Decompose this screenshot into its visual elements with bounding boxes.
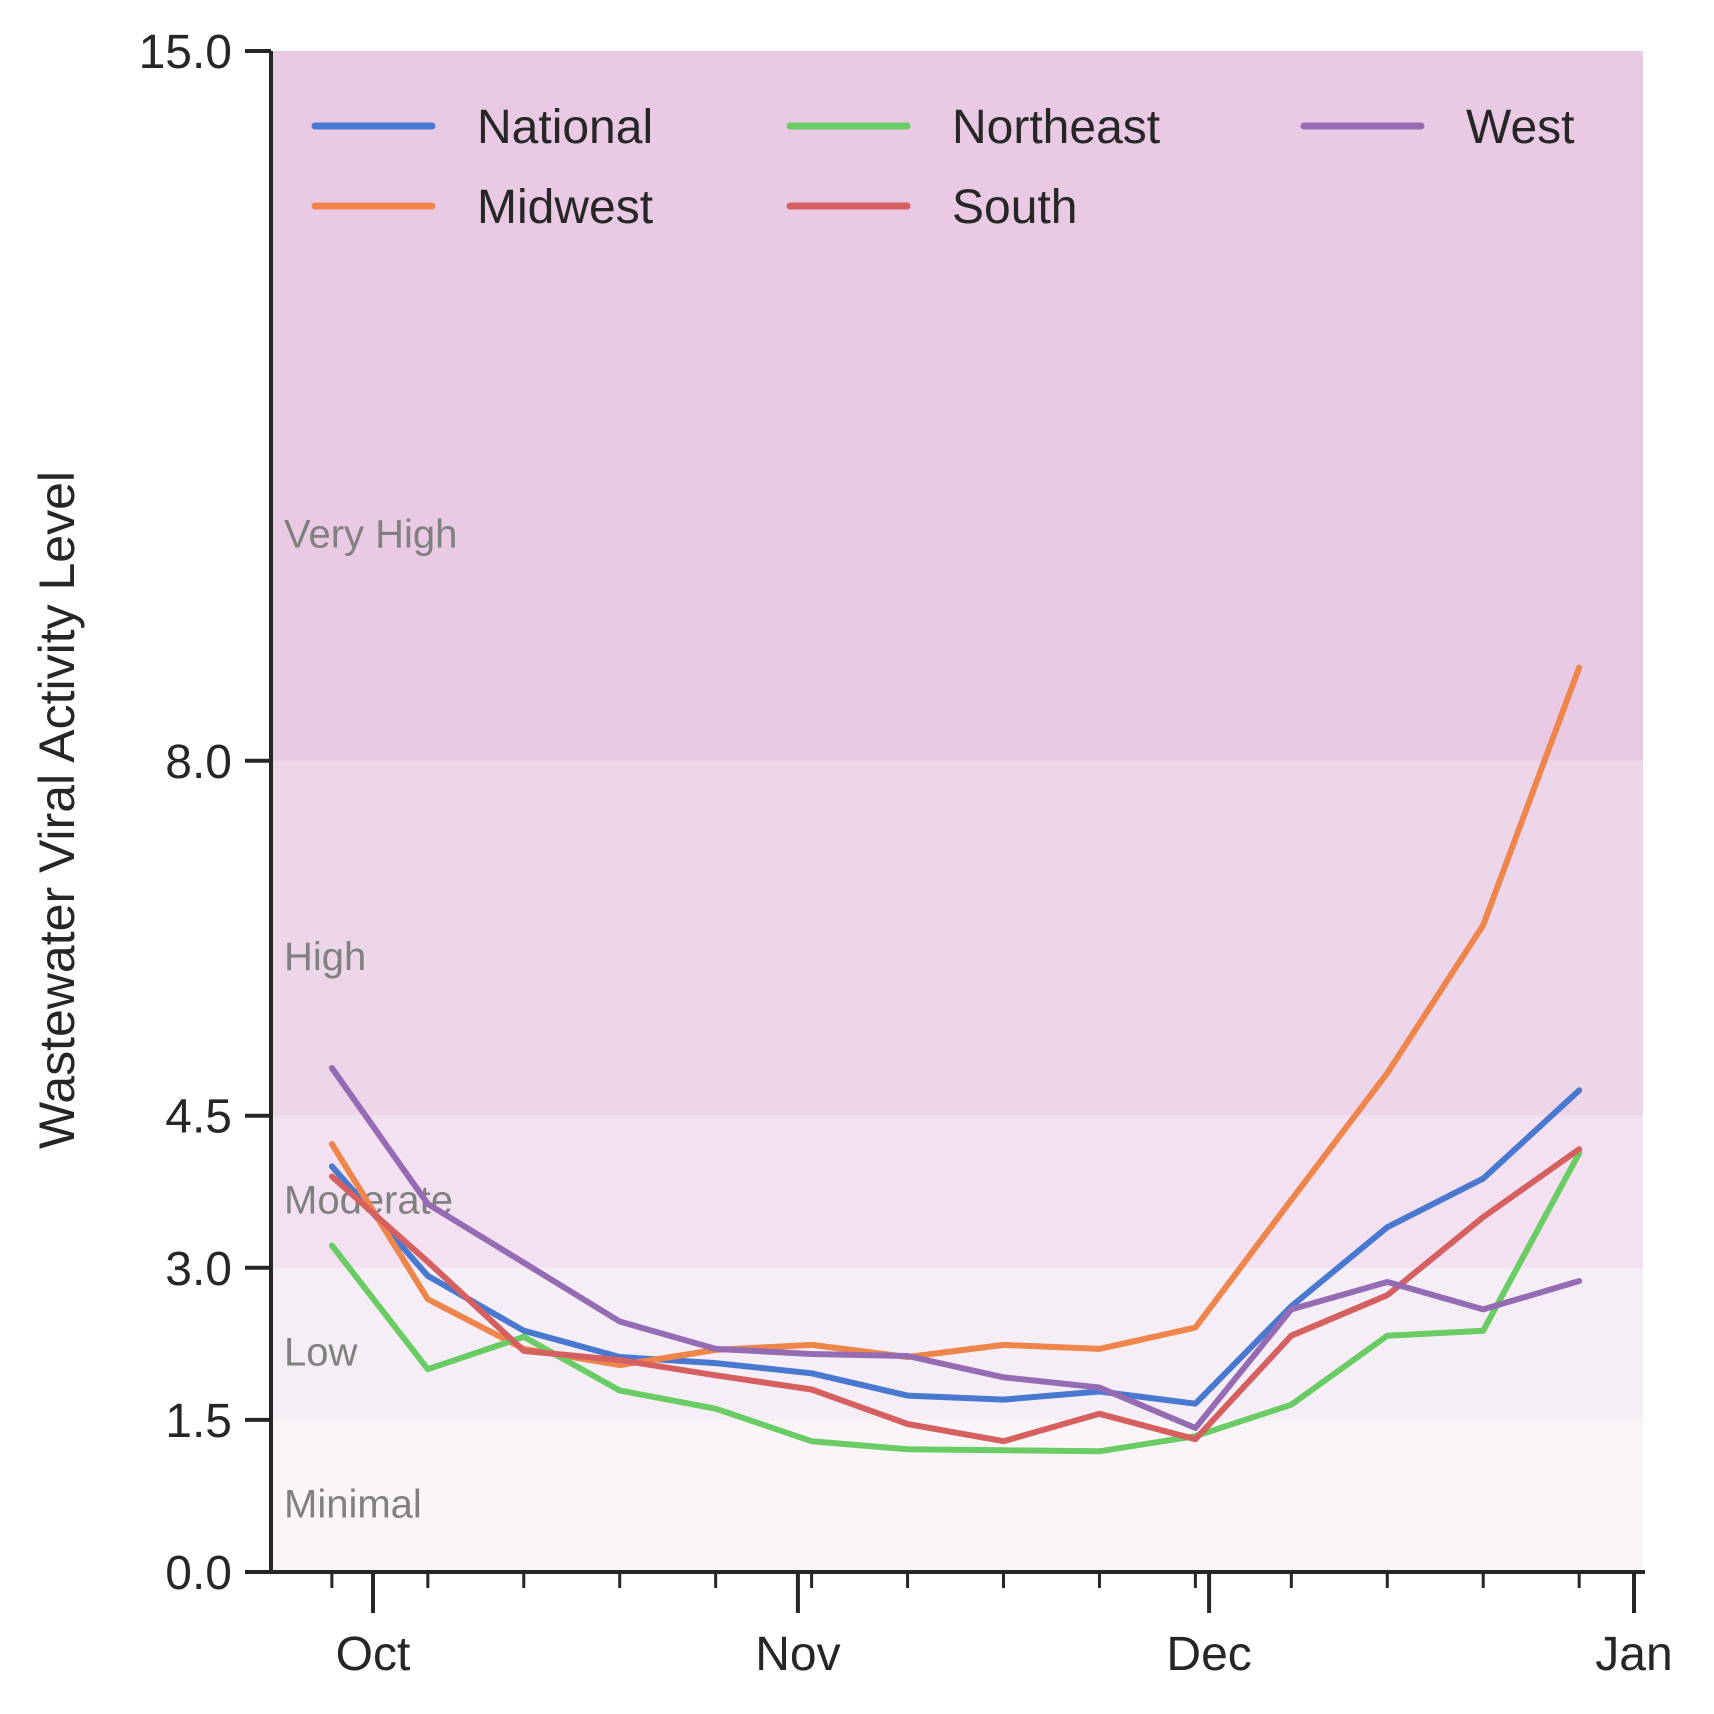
- series-line-west: [328, 1065, 1583, 1431]
- series-line-south: [328, 1146, 1583, 1445]
- x-ticks: Oct Nov Dec Jan: [330, 1572, 1673, 1681]
- legend-item-south: South: [786, 181, 1077, 234]
- band-label-high: High: [284, 935, 366, 979]
- legend-label: National: [477, 101, 653, 154]
- axes: [269, 51, 1645, 1574]
- series-line-national: [328, 1087, 1583, 1407]
- legend-item-west: West: [1300, 101, 1574, 154]
- legend-label: West: [1466, 101, 1574, 154]
- y-tick-label: 1.5: [165, 1395, 232, 1448]
- legend-item-midwest: Midwest: [311, 181, 653, 234]
- band-label-very-high: Very High: [284, 513, 457, 557]
- legend-item-national: National: [311, 101, 653, 154]
- legend-label: South: [952, 181, 1077, 234]
- series-lines: [328, 664, 1583, 1455]
- band-moderate: [273, 1115, 1643, 1268]
- y-tick-label: 4.5: [165, 1091, 232, 1144]
- y-tick-label: 0.0: [165, 1547, 232, 1600]
- legend-item-northeast: Northeast: [786, 101, 1160, 154]
- x-tick-label: Jan: [1595, 1628, 1672, 1681]
- legend: National Midwest Northeast South West: [311, 101, 1574, 234]
- x-tick-label: Dec: [1166, 1628, 1251, 1681]
- band-very-high: [273, 51, 1643, 761]
- band-label-minimal: Minimal: [284, 1483, 422, 1527]
- band-minimal: [273, 1419, 1643, 1572]
- y-tick-label: 8.0: [165, 736, 232, 789]
- legend-label: Northeast: [952, 101, 1160, 154]
- x-tick-label: Nov: [755, 1628, 840, 1681]
- series-line-northeast: [328, 1150, 1583, 1455]
- y-axis-label: Wastewater Viral Activity Level: [29, 471, 85, 1149]
- x-tick-label: Oct: [336, 1628, 411, 1681]
- y-ticks: 0.0 1.5 3.0 4.5 8.0 15.0: [139, 26, 271, 1600]
- y-tick-label: 15.0: [139, 26, 232, 79]
- legend-label: Midwest: [477, 181, 653, 234]
- y-tick-label: 3.0: [165, 1243, 232, 1296]
- band-label-low: Low: [284, 1330, 357, 1374]
- activity-level-bands: [273, 51, 1643, 1572]
- band-high: [273, 760, 1643, 1116]
